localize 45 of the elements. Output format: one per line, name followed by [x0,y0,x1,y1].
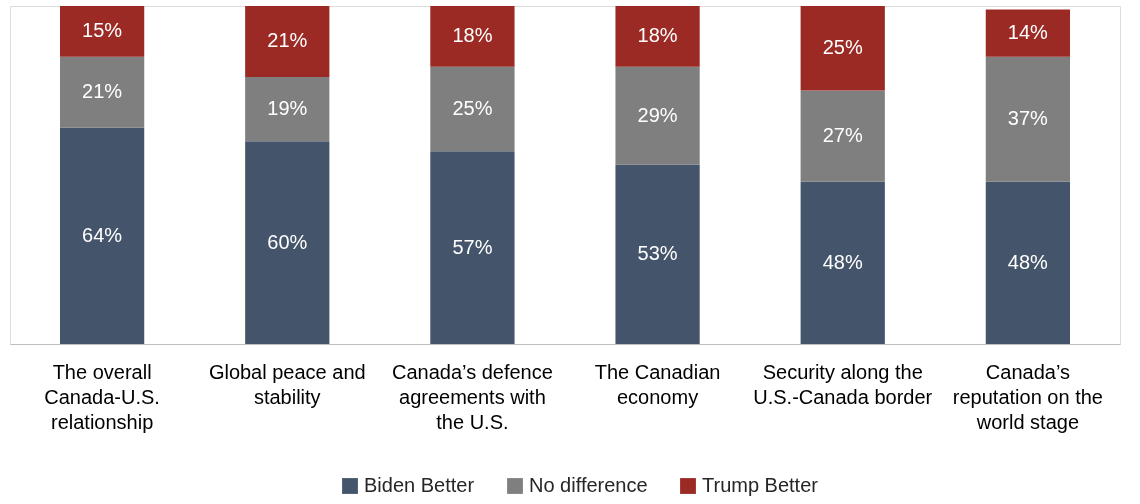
bar [59,6,145,57]
bar [59,56,145,128]
bar [985,56,1071,182]
bar [245,141,330,344]
legend-label: No difference [529,474,648,496]
bar [430,6,515,67]
data-label: 21% [267,29,308,52]
x-tick-label: Canada’s defence agreements with the U.S. [391,360,553,433]
bar [985,181,1071,344]
data-label: 18% [637,24,678,47]
bar [245,6,330,77]
bar [59,127,145,344]
data-label: 29% [637,103,678,126]
data-label: 19% [267,97,308,120]
data-label: 18% [452,24,493,47]
bar [615,66,700,165]
data-label: 21% [82,80,123,103]
bar [615,6,700,67]
x-tick-label: Canada’s reputation on the world stage [952,360,1103,433]
data-label: 48% [1007,250,1049,273]
data-label: 48% [822,250,863,273]
legend-label: Trump Better [702,474,819,496]
bar [430,151,515,344]
bar [245,76,330,142]
bar [985,9,1071,57]
x-tick-label: The Canadian economy [594,360,721,408]
bar [800,6,885,91]
bar [430,66,515,152]
x-tick-label: The overall Canada-U.S. relationship [44,360,160,433]
legend-label: Biden Better [364,474,475,496]
data-label: 60% [267,230,308,253]
data-label: 27% [822,124,863,147]
data-label: 25% [452,97,493,120]
bar [615,164,700,344]
data-label: 37% [1007,107,1049,130]
data-label: 14% [1007,21,1049,44]
data-label: 64% [82,223,123,246]
data-label: 15% [82,19,123,42]
bar [800,90,885,182]
data-label: 57% [452,235,493,258]
data-label: 53% [637,242,678,265]
x-tick-label: Security along the U.S.-Canada border [753,360,933,408]
data-label: 25% [822,36,863,59]
bar [800,181,885,344]
x-tick-label: Global peace and stability [208,360,366,408]
